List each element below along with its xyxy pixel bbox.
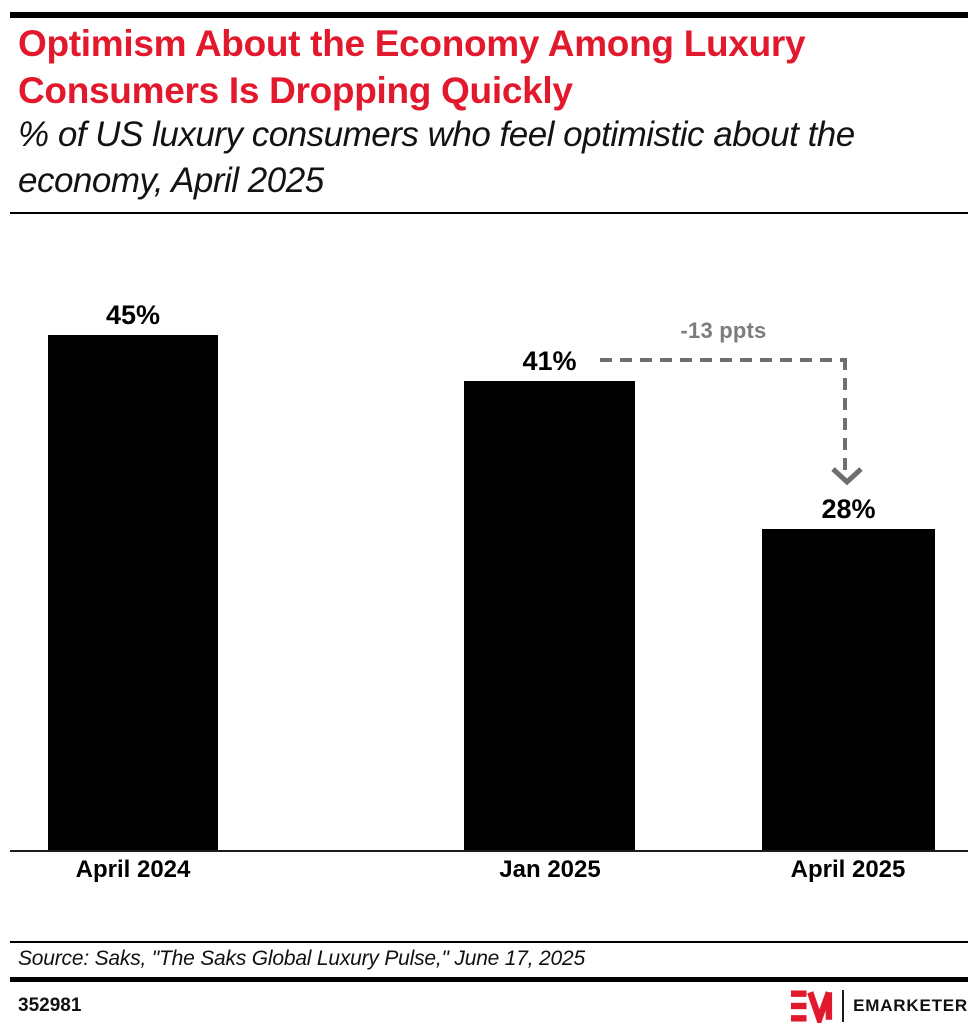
value-label-jan-2025: 41% (522, 346, 577, 376)
emarketer-logo: EMARKETER (791, 989, 968, 1023)
x-axis-label-april-2024: April 2024 (75, 856, 191, 883)
source-line: Source: Saks, "The Saks Global Luxury Pu… (18, 947, 585, 970)
bar-chart: 45% 41% 28% -13 ppts (10, 214, 968, 852)
bar-jan-2025 (464, 381, 635, 850)
bar-group-april-2024: 45% (48, 300, 218, 850)
chart-title: Optimism About the Economy Among Luxury … (18, 23, 806, 111)
chart-id: 352981 (18, 995, 82, 1016)
bar-group-april-2025: 28% (762, 494, 935, 850)
bar-group-jan-2025: 41% (464, 346, 635, 850)
value-label-april-2024: 45% (105, 300, 161, 330)
bar-april-2025 (762, 529, 935, 850)
footer: 352981 EMARKETER (18, 986, 968, 1026)
arrow-down-icon (831, 467, 863, 486)
bar-april-2024 (48, 335, 218, 850)
source-divider-top (10, 941, 968, 943)
brand-name: EMARKETER (853, 996, 968, 1015)
x-axis-label-april-2025: April 2025 (790, 856, 906, 883)
annotation-dashed-line-horizontal (600, 358, 847, 362)
top-rule (10, 12, 968, 18)
value-label-april-2025: 28% (821, 494, 876, 524)
emarketer-logo-icon (791, 990, 833, 1023)
annotation-delta-label: -13 ppts (680, 318, 767, 343)
annotation-dashed-line-vertical (843, 358, 847, 470)
header-divider (10, 212, 968, 214)
logo-divider (842, 990, 845, 1022)
x-axis-label-jan-2025: Jan 2025 (499, 856, 601, 883)
chart-subtitle: % of US luxury consumers who feel optimi… (18, 115, 855, 200)
source-divider-bottom (10, 977, 968, 982)
